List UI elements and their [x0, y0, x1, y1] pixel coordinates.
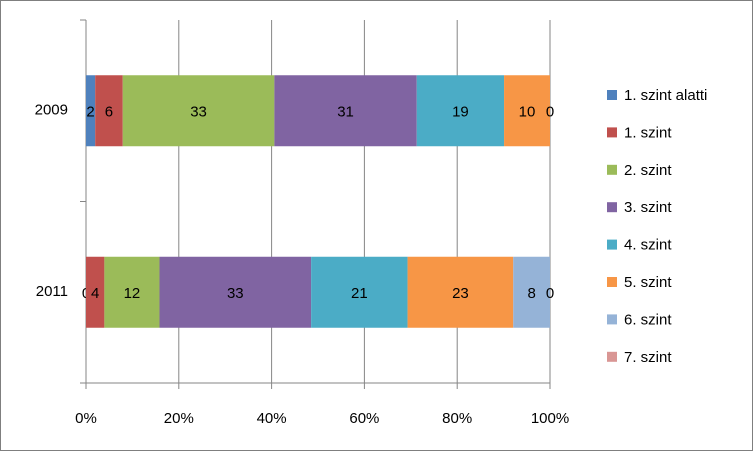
bar-segment: [274, 75, 417, 147]
x-tick-label: 40%: [257, 410, 287, 427]
bar-segment: [416, 75, 505, 147]
bar-segment: [95, 75, 123, 147]
data-label: 12: [124, 285, 141, 302]
legend-swatch: [607, 239, 617, 250]
x-tick-label: 100%: [531, 410, 569, 427]
data-label: 8: [527, 285, 535, 302]
bar-segment: [159, 256, 312, 328]
data-label: 33: [190, 104, 207, 121]
data-label: 10: [519, 104, 536, 121]
bar-segment: [311, 256, 408, 328]
legend-swatch: [607, 202, 617, 213]
data-label: 31: [337, 104, 354, 121]
x-tick-label: 0%: [75, 410, 97, 427]
bar-segment: [122, 75, 275, 147]
legend-label: 3. szint: [624, 199, 672, 216]
data-label: 23: [452, 285, 469, 302]
x-tick-label: 20%: [164, 410, 194, 427]
data-label: 0: [546, 285, 554, 302]
legend-swatch: [607, 351, 617, 362]
y-tick-label: 2009: [35, 102, 68, 119]
legend-label: 6. szint: [624, 311, 672, 328]
x-tick-label: 80%: [442, 410, 472, 427]
data-label: 0: [546, 104, 554, 121]
y-tick-label: 2011: [36, 283, 68, 300]
x-tick-label: 60%: [349, 410, 379, 427]
data-label: 6: [105, 104, 113, 121]
bar-segment: [86, 75, 96, 147]
bar-segment: [104, 256, 160, 328]
legend-label: 2. szint: [624, 162, 672, 179]
legend-label: 4. szint: [624, 237, 672, 254]
data-label: 4: [91, 285, 99, 302]
data-label: 2: [86, 104, 94, 121]
bar-segment: [513, 256, 550, 328]
legend-label: 7. szint: [624, 349, 672, 366]
legend-swatch: [607, 314, 617, 325]
legend-label: 5. szint: [624, 274, 672, 291]
legend-swatch: [607, 164, 617, 175]
legend-swatch: [607, 127, 617, 138]
bar-segment: [86, 256, 105, 328]
bar-segment: [407, 256, 514, 328]
legend-swatch: [607, 90, 617, 100]
data-label: 19: [452, 104, 469, 121]
bar-segment: [504, 75, 550, 147]
legend-swatch: [607, 277, 617, 287]
legend-label: 1. szint: [624, 124, 672, 141]
legend-label: 1. szint alatti: [624, 87, 707, 104]
data-label: 21: [351, 285, 368, 302]
data-label: 33: [227, 285, 244, 302]
